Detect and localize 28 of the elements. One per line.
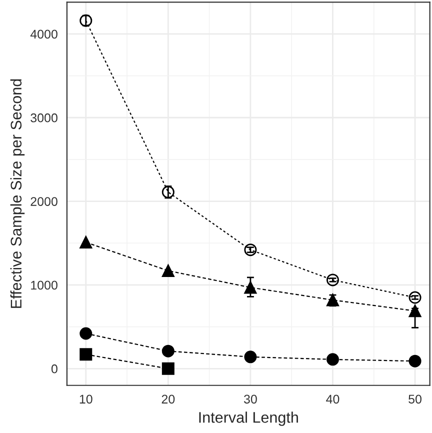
y-tick-label: 1000 (31, 280, 58, 290)
point (408, 291, 422, 304)
x-tick-label: 20 (162, 394, 175, 404)
point (162, 186, 174, 198)
point (80, 236, 92, 249)
point (162, 264, 174, 277)
point (162, 344, 174, 358)
point (326, 353, 339, 366)
point (244, 281, 257, 294)
point (162, 362, 174, 375)
y-tick-label: 2000 (30, 197, 58, 206)
point (244, 350, 257, 364)
y-tick-label: 3000 (30, 113, 58, 122)
point (326, 274, 339, 286)
x-axis-title: Interval Length (199, 412, 298, 426)
x-tick-label: 10 (80, 394, 92, 404)
y-tick-label: 0 (51, 364, 58, 374)
point (80, 327, 92, 340)
point (326, 294, 339, 306)
x-tick-label: 40 (326, 394, 340, 404)
y-axis-title: Effective Sample Size per Second (10, 79, 25, 308)
x-tick-label: 30 (244, 394, 257, 404)
point (408, 304, 422, 318)
point (80, 348, 92, 361)
x-tick-label: 50 (408, 394, 422, 404)
point (408, 354, 422, 368)
y-tick-label: 4000 (30, 30, 58, 39)
point (244, 244, 257, 256)
